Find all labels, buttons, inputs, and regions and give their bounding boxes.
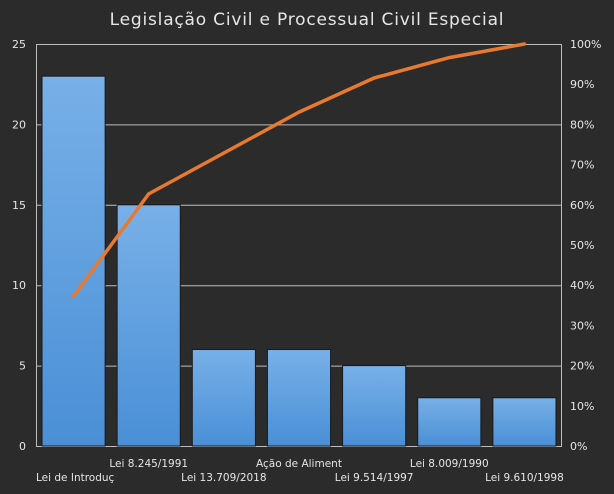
bar <box>191 349 256 447</box>
left-axis-ticks: 0 5 10 15 20 25 <box>12 38 26 453</box>
bar <box>417 397 482 447</box>
category-label: Lei 9.514/1997 <box>335 472 414 484</box>
cumulative-line <box>71 42 527 298</box>
bar <box>41 75 106 447</box>
bars <box>41 75 557 447</box>
category-labels: Lei de Introduç Lei 8.245/1991 Lei 13.709/… <box>36 458 564 484</box>
category-label: Lei 9.610/1998 <box>485 472 564 484</box>
left-tick-label: 20 <box>12 118 26 131</box>
left-tick-label: 10 <box>12 279 26 292</box>
category-label: Ação de Aliment <box>256 458 342 470</box>
left-tick-label: 15 <box>12 199 26 212</box>
category-label: Lei de Introduç <box>36 472 115 484</box>
right-tick-label: 100% <box>570 38 601 51</box>
right-tick-label: 90% <box>570 78 594 91</box>
bar <box>492 397 557 447</box>
right-tick-label: 80% <box>570 118 594 131</box>
right-tick-label: 20% <box>570 360 594 373</box>
category-label: Lei 8.009/1990 <box>410 458 489 470</box>
bar <box>342 365 407 447</box>
right-tick-label: 0% <box>570 440 587 453</box>
bar <box>266 349 332 447</box>
chart-title: Legislação Civil e Processual Civil Espe… <box>110 10 505 30</box>
category-label: Lei 13.709/2018 <box>181 472 266 484</box>
right-tick-label: 60% <box>570 199 594 212</box>
right-tick-label: 30% <box>570 319 594 332</box>
left-tick-label: 5 <box>19 360 26 373</box>
category-label: Lei 8.245/1991 <box>109 458 188 470</box>
left-tick-label: 0 <box>19 440 26 453</box>
right-tick-label: 50% <box>570 239 594 252</box>
right-tick-label: 40% <box>570 279 594 292</box>
right-tick-label: 70% <box>570 159 594 172</box>
right-axis-ticks: 0% 10% 20% 30% 40% 50% 60% 70% 80% 90% 100% <box>570 38 601 453</box>
left-tick-label: 25 <box>12 38 26 51</box>
bar <box>116 204 181 447</box>
right-tick-label: 10% <box>570 400 594 413</box>
